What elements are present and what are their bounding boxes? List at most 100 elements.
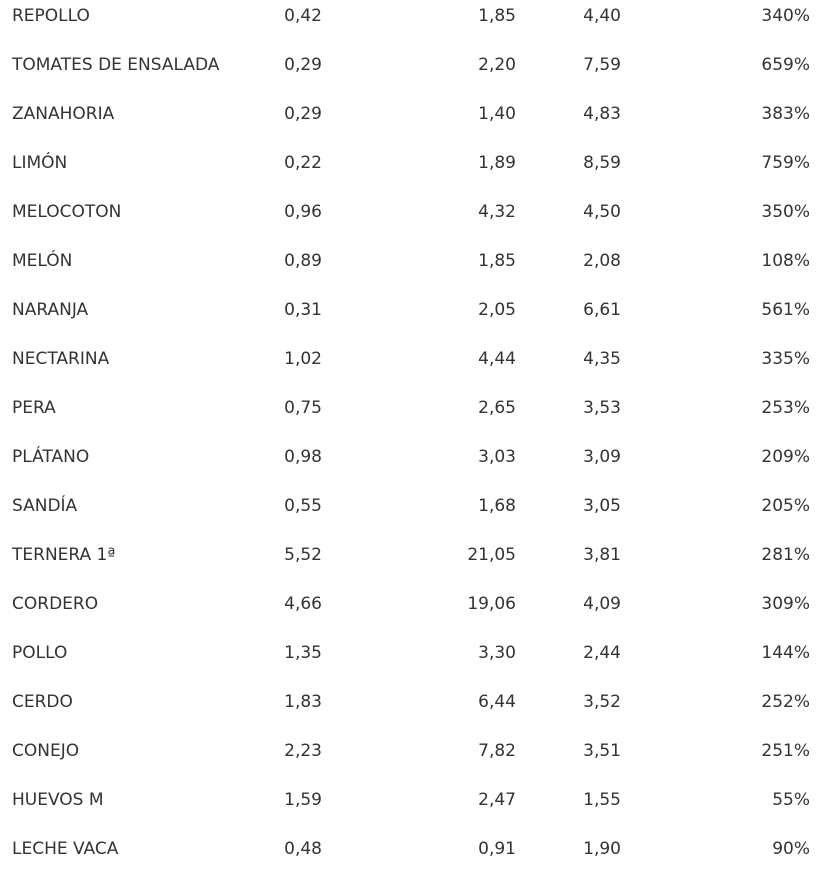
consumer-price: 2,05 (478, 300, 516, 320)
table-row: MELÓN 0,89 1,85 2,08 108% (0, 245, 825, 294)
product-name: HUEVOS M (12, 790, 104, 810)
origin-price: 0,96 (284, 202, 322, 222)
price-difference: 759% (761, 153, 810, 173)
price-ratio: 4,50 (583, 202, 621, 222)
origin-price: 0,29 (284, 104, 322, 124)
consumer-price: 21,05 (467, 545, 516, 565)
origin-price: 1,59 (284, 790, 322, 810)
origin-price: 0,48 (284, 839, 322, 859)
product-name: POLLO (12, 643, 68, 663)
consumer-price: 1,85 (478, 6, 516, 26)
product-name: NARANJA (12, 300, 89, 320)
price-ratio: 2,44 (583, 643, 621, 663)
price-ratio: 4,09 (583, 594, 621, 614)
price-difference: 108% (761, 251, 810, 271)
price-ratio: 4,83 (583, 104, 621, 124)
price-ratio: 1,55 (583, 790, 621, 810)
origin-price: 0,98 (284, 447, 322, 467)
table-row: NARANJA 0,31 2,05 6,61 561% (0, 294, 825, 343)
consumer-price: 4,44 (478, 349, 516, 369)
price-difference: 561% (761, 300, 810, 320)
price-ratio: 1,90 (583, 839, 621, 859)
consumer-price: 0,91 (478, 839, 516, 859)
price-ratio: 2,08 (583, 251, 621, 271)
origin-price: 0,22 (284, 153, 322, 173)
consumer-price: 2,47 (478, 790, 516, 810)
price-ratio: 7,59 (583, 55, 621, 75)
consumer-price: 2,65 (478, 398, 516, 418)
table-row: LIMÓN 0,22 1,89 8,59 759% (0, 147, 825, 196)
product-name: MELOCOTON (12, 202, 122, 222)
consumer-price: 1,68 (478, 496, 516, 516)
table-row: REPOLLO 0,42 1,85 4,40 340% (0, 0, 825, 49)
price-difference: 252% (761, 692, 810, 712)
table-row: CERDO 1,83 6,44 3,52 252% (0, 686, 825, 735)
price-ratio: 3,52 (583, 692, 621, 712)
price-ratio: 8,59 (583, 153, 621, 173)
table-row: PLÁTANO 0,98 3,03 3,09 209% (0, 441, 825, 490)
product-name: MELÓN (12, 251, 73, 271)
consumer-price: 3,30 (478, 643, 516, 663)
table-row: SANDÍA 0,55 1,68 3,05 205% (0, 490, 825, 539)
product-name: SANDÍA (12, 496, 78, 516)
price-ratio: 6,61 (583, 300, 621, 320)
table-row: POLLO 1,35 3,30 2,44 144% (0, 637, 825, 686)
table-row: PERA 0,75 2,65 3,53 253% (0, 392, 825, 441)
price-difference: 251% (761, 741, 810, 761)
origin-price: 1,83 (284, 692, 322, 712)
origin-price: 1,35 (284, 643, 322, 663)
price-difference: 350% (761, 202, 810, 222)
price-difference: 205% (761, 496, 810, 516)
consumer-price: 4,32 (478, 202, 516, 222)
table-row: LECHE VACA 0,48 0,91 1,90 90% (0, 833, 825, 882)
price-difference: 383% (761, 104, 810, 124)
price-ratio: 3,81 (583, 545, 621, 565)
consumer-price: 1,89 (478, 153, 516, 173)
origin-price: 0,42 (284, 6, 322, 26)
origin-price: 0,29 (284, 55, 322, 75)
price-ratio: 3,53 (583, 398, 621, 418)
consumer-price: 1,40 (478, 104, 516, 124)
consumer-price: 19,06 (467, 594, 516, 614)
price-difference: 90% (772, 839, 810, 859)
product-name: REPOLLO (12, 6, 90, 26)
consumer-price: 1,85 (478, 251, 516, 271)
price-difference: 281% (761, 545, 810, 565)
consumer-price: 2,20 (478, 55, 516, 75)
product-name: ZANAHORIA (12, 104, 115, 124)
product-name: PERA (12, 398, 56, 418)
price-difference: 309% (761, 594, 810, 614)
product-name: LECHE VACA (12, 839, 119, 859)
table-row: CONEJO 2,23 7,82 3,51 251% (0, 735, 825, 784)
product-name: LIMÓN (12, 153, 68, 173)
product-name: PLÁTANO (12, 447, 90, 467)
price-ratio: 4,35 (583, 349, 621, 369)
price-difference: 335% (761, 349, 810, 369)
origin-price: 2,23 (284, 741, 322, 761)
origin-price: 0,75 (284, 398, 322, 418)
origin-price: 4,66 (284, 594, 322, 614)
table-row: TERNERA 1ª 5,52 21,05 3,81 281% (0, 539, 825, 588)
price-ratio: 3,09 (583, 447, 621, 467)
consumer-price: 3,03 (478, 447, 516, 467)
table-row: NECTARINA 1,02 4,44 4,35 335% (0, 343, 825, 392)
price-ratio: 4,40 (583, 6, 621, 26)
origin-price: 5,52 (284, 545, 322, 565)
product-name: TOMATES DE ENSALADA (12, 55, 220, 75)
price-difference: 144% (761, 643, 810, 663)
product-name: CONEJO (12, 741, 80, 761)
table-row: HUEVOS M 1,59 2,47 1,55 55% (0, 784, 825, 833)
product-name: CERDO (12, 692, 73, 712)
table-row: MELOCOTON 0,96 4,32 4,50 350% (0, 196, 825, 245)
price-difference: 209% (761, 447, 810, 467)
table-row: TOMATES DE ENSALADA 0,29 2,20 7,59 659% (0, 49, 825, 98)
origin-price: 0,55 (284, 496, 322, 516)
price-difference: 253% (761, 398, 810, 418)
product-name: TERNERA 1ª (12, 545, 116, 565)
origin-price: 0,31 (284, 300, 322, 320)
price-ratio: 3,05 (583, 496, 621, 516)
price-difference: 340% (761, 6, 810, 26)
table-row: ZANAHORIA 0,29 1,40 4,83 383% (0, 98, 825, 147)
product-name: CORDERO (12, 594, 99, 614)
